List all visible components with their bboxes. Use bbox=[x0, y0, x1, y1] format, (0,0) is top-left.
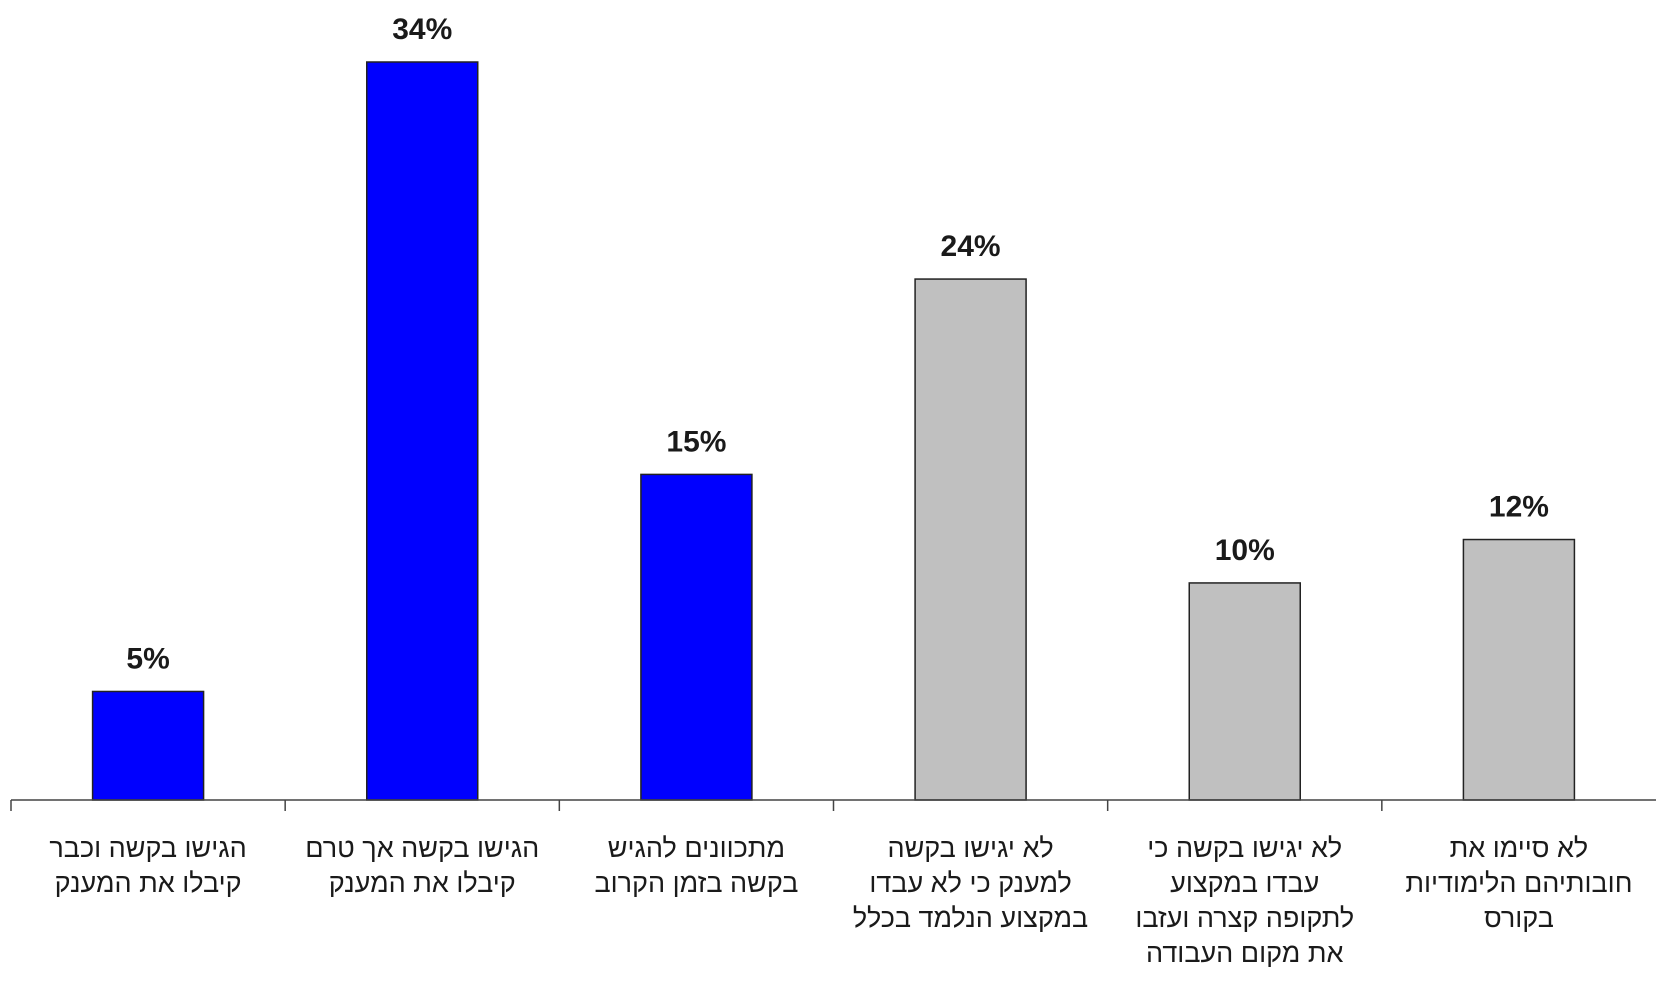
bar-1 bbox=[91, 690, 205, 801]
value-label-5: 10% bbox=[1215, 534, 1275, 567]
category-label-3: מתכוונים להגיש בקשה בזמן הקרוב bbox=[594, 833, 798, 898]
value-label-1: 5% bbox=[126, 642, 169, 675]
value-label-3: 15% bbox=[666, 425, 726, 458]
category-label-5: לא יגישו בקשה כי עבדו במקצוע לתקופה קצרה ו… bbox=[1135, 833, 1354, 968]
value-label-2: 34% bbox=[392, 13, 452, 46]
category-label-4: לא יגישו בקשה למענק כי לא עבדו במקצוע הנלמ… bbox=[853, 833, 1088, 933]
bar-6 bbox=[1462, 538, 1576, 801]
bar-4 bbox=[914, 278, 1027, 801]
value-label-6: 12% bbox=[1489, 491, 1549, 524]
bars-layer bbox=[91, 61, 1576, 801]
labels-layer: 5% הגישו בקשה וכבר קיבלו את המענק 34% הגישו … bbox=[49, 13, 1632, 968]
category-label-2: הגישו בקשה אך טרם קיבלו את המענק bbox=[305, 833, 539, 898]
category-label-1: הגישו בקשה וכבר קיבלו את המענק bbox=[49, 833, 246, 898]
category-label-6: לא סיימו את חובותיהם הלימודיות בקורס bbox=[1405, 833, 1632, 933]
bar-3 bbox=[640, 473, 753, 801]
bar-2 bbox=[366, 61, 479, 801]
x-axis bbox=[10, 799, 1656, 811]
bar-5 bbox=[1188, 582, 1301, 801]
value-label-4: 24% bbox=[941, 230, 1001, 263]
